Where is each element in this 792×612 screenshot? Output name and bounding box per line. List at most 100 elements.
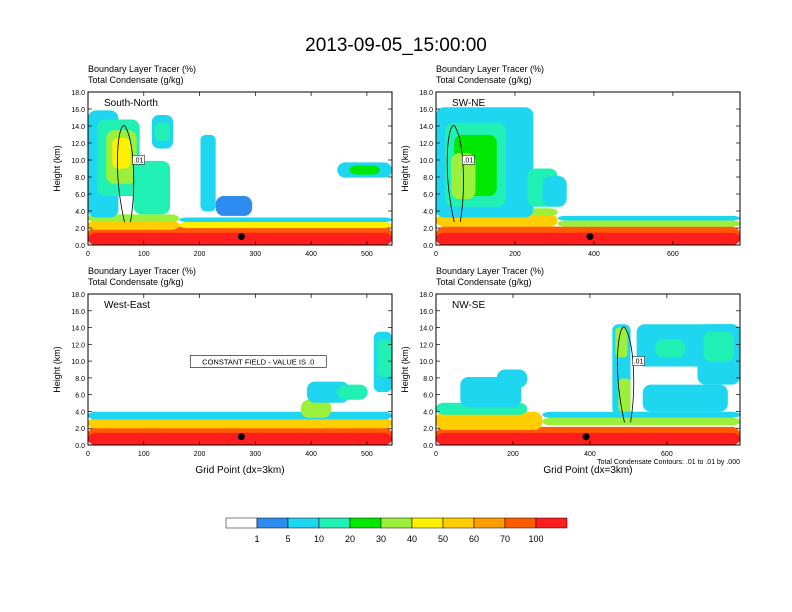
panel-2: Boundary Layer Tracer (%)Total Condensat… — [400, 64, 741, 258]
tracer-shade — [112, 137, 131, 169]
y-tick-label: 2.0 — [75, 226, 85, 233]
tracer-shade — [349, 165, 380, 175]
panel-4: Boundary Layer Tracer (%) Total Condensat… — [400, 266, 741, 476]
colorbar-label: 30 — [376, 534, 386, 544]
y-tick-label: 8.0 — [75, 175, 85, 182]
y-tick-label: 16.0 — [71, 107, 85, 114]
tracer-shade — [496, 369, 528, 388]
condensate-contour — [117, 125, 135, 223]
tracer-shade — [654, 339, 686, 358]
contour-info-note: Total Condensate Contours: .01 to .01 by… — [597, 459, 740, 466]
shading — [436, 294, 740, 445]
y-tick-label: 10.0 — [71, 158, 85, 165]
colorbar-label: 50 — [438, 534, 448, 544]
y-tick-label: 8.0 — [75, 376, 85, 383]
x-tick-label: 400 — [305, 251, 317, 258]
tracer-shade — [642, 384, 728, 412]
contour-label: .01 — [463, 157, 473, 164]
y-tick-label: 10.0 — [71, 359, 85, 366]
plot-frame — [435, 91, 741, 246]
y-axis-label: Height (km) — [400, 145, 410, 192]
colorbar-swatch — [535, 517, 568, 529]
x-tick-label: 500 — [361, 451, 373, 458]
colorbar-label: 1 — [254, 534, 259, 544]
constant-field-box — [189, 355, 327, 368]
colorbar-swatch — [380, 517, 413, 529]
y-tick-label: 6.0 — [423, 393, 433, 400]
field-title-1: Boundary Layer Tracer (%) — [436, 266, 544, 276]
y-tick-label: 10.0 — [419, 158, 433, 165]
colorbar: 1 5 10 20 30 40 50 60 70 100 — [225, 517, 568, 544]
y-tick-label: 18.0 — [71, 90, 85, 97]
field-title-2: Total Condensate (g/kg) — [88, 75, 184, 85]
field-title-1: Boundary Layer Tracer (%) — [88, 64, 196, 74]
colorbar-swatch — [225, 517, 258, 529]
tracer-shade — [133, 160, 171, 215]
x-tick-label: 400 — [305, 451, 317, 458]
colorbar-swatch — [411, 517, 444, 529]
y-tick-label: 14.0 — [419, 124, 433, 131]
x-axis-label: Grid Point (dx=3km) — [543, 465, 632, 476]
y-tick-label: 2.0 — [423, 426, 433, 433]
contour-label-box — [132, 155, 145, 165]
y-tick-label: 6.0 — [423, 192, 433, 199]
location-marker — [586, 233, 594, 241]
tracer-shade — [200, 134, 216, 212]
contour-label-box — [632, 356, 645, 366]
y-tick-label: 0.0 — [423, 243, 433, 250]
contour-label: .01 — [634, 358, 644, 365]
colorbar-label: 60 — [469, 534, 479, 544]
contour-label: .01 — [134, 157, 144, 164]
y-tick-label: 0.0 — [75, 243, 85, 250]
x-tick-label: 200 — [507, 451, 519, 458]
condensate-contour — [446, 125, 464, 223]
y-tick-label: 12.0 — [71, 141, 85, 148]
y-tick-label: 16.0 — [419, 107, 433, 114]
field-title-2: Total Condensate (g/kg) — [436, 75, 532, 85]
colorbar-swatch — [318, 517, 351, 529]
colorbar-label: 70 — [500, 534, 510, 544]
y-tick-label: 6.0 — [75, 192, 85, 199]
y-tick-label: 12.0 — [71, 342, 85, 349]
y-tick-label: 2.0 — [75, 426, 85, 433]
panel-3: Boundary Layer Tracer (%)Total Condensat… — [52, 266, 393, 476]
plot-frame — [435, 293, 741, 446]
x-tick-label: 0 — [434, 451, 438, 458]
y-tick-label: 18.0 — [419, 292, 433, 299]
colorbar-label: 5 — [285, 534, 290, 544]
y-tick-label: 12.0 — [419, 342, 433, 349]
y-axis-label: Height (km) — [400, 346, 410, 393]
constant-field-note: CONSTANT FIELD - VALUE IS .0 — [202, 357, 314, 366]
tracer-shade — [542, 417, 740, 426]
shading — [88, 92, 392, 245]
colorbar-label: 40 — [407, 534, 417, 544]
field-title-1: Boundary Layer Tracer (%) — [436, 64, 544, 74]
x-tick-label: 600 — [661, 451, 673, 458]
tracer-shade — [306, 381, 350, 403]
tracer-shade — [337, 384, 368, 400]
y-tick-label: 14.0 — [419, 326, 433, 333]
colorbar-swatch — [442, 517, 475, 529]
tracer-shade — [179, 222, 392, 229]
plot-frame — [87, 91, 393, 246]
tracer-shade — [88, 417, 392, 429]
y-tick-label: 0.0 — [75, 443, 85, 450]
location-marker — [237, 233, 245, 241]
y-tick-label: 18.0 — [71, 292, 85, 299]
panel-label: South-North — [104, 98, 158, 109]
y-axis-label: Height (km) — [52, 145, 62, 192]
plot-frame — [87, 293, 393, 446]
x-axis-label: Grid Point (dx=3km) — [195, 465, 284, 476]
y-tick-label: 6.0 — [75, 393, 85, 400]
y-tick-label: 10.0 — [419, 359, 433, 366]
y-tick-label: 4.0 — [423, 209, 433, 216]
x-tick-label: 0 — [86, 451, 90, 458]
y-tick-label: 0.0 — [423, 443, 433, 450]
y-tick-label: 4.0 — [75, 409, 85, 416]
colorbar-label: 10 — [314, 534, 324, 544]
x-tick-label: 300 — [249, 451, 261, 458]
tracer-shade — [88, 411, 392, 420]
tracer-shade — [542, 411, 740, 418]
tracer-shade — [154, 122, 171, 141]
